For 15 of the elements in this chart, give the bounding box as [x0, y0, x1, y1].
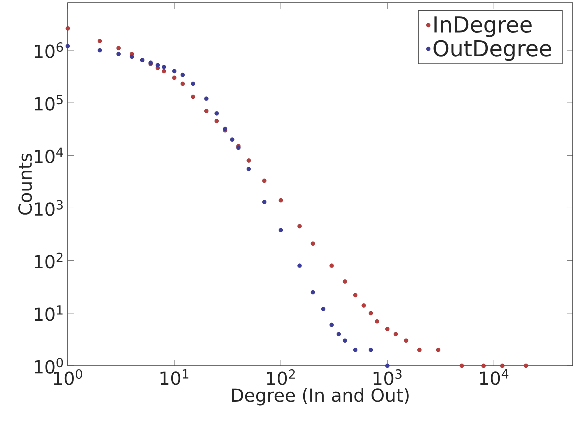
x-tick-label: 10$^{4}$ [480, 370, 509, 386]
y-tick-label: 10$^{4}$ [35, 148, 64, 164]
y-tick-label: 10$^{3}$ [35, 200, 63, 216]
y-tick-label: 10$^{6}$ [35, 42, 64, 58]
y-tick-label: 10$^{5}$ [35, 95, 63, 111]
x-tick-label: 10$^{0}$ [54, 370, 82, 386]
y-tick-label: 10$^{2}$ [35, 252, 63, 269]
y-axis-title: Counts [18, 154, 32, 215]
x-axis-title: Degree (In and Out) [232, 388, 409, 406]
legend-label: InDegree [434, 16, 532, 38]
x-tick-label: 10$^{2}$ [267, 370, 296, 386]
legend-label: OutDegree [434, 40, 552, 62]
y-tick-label: 10$^{1}$ [35, 306, 63, 322]
x-tick-label: 10$^{1}$ [160, 370, 189, 386]
x-tick-label: 10$^{3}$ [374, 370, 402, 386]
